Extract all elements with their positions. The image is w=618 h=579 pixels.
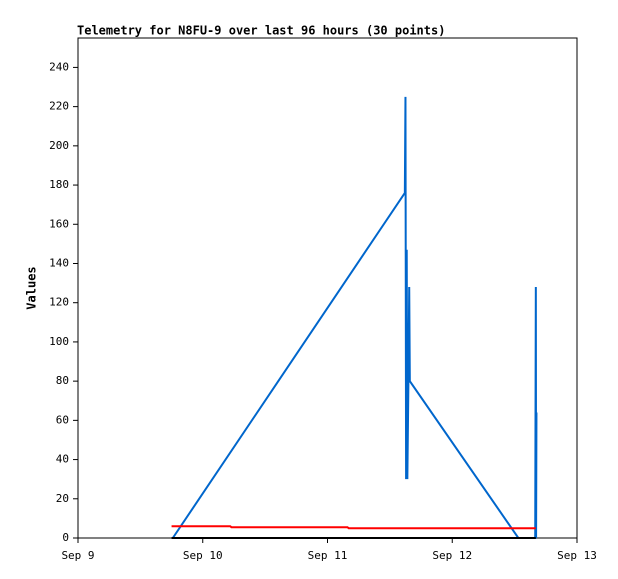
series-line — [171, 525, 536, 530]
x-tick-label: Sep 10 — [183, 549, 223, 562]
plot-frame — [77, 37, 578, 539]
y-tick-label: 60 — [56, 413, 69, 426]
y-tick-label: 0 — [62, 531, 69, 544]
y-axis-label: Values — [25, 266, 39, 309]
y-tick-label: 180 — [49, 178, 69, 191]
series-line — [171, 96, 538, 539]
x-tick-label: Sep 11 — [308, 549, 348, 562]
y-tick-label: 120 — [49, 296, 69, 309]
y-tick-label: 200 — [49, 139, 69, 152]
y-tick-label: 40 — [56, 453, 69, 466]
y-tick-label: 140 — [49, 256, 69, 269]
y-tick-label: 20 — [56, 492, 69, 505]
y-tick-label: 100 — [49, 335, 69, 348]
y-tick-label: 160 — [49, 217, 69, 230]
x-tick-label: Sep 12 — [432, 549, 472, 562]
y-tick-label: 80 — [56, 374, 69, 387]
x-tick-label: Sep 13 — [557, 549, 597, 562]
x-tick-label: Sep 9 — [61, 549, 94, 562]
y-tick-label: 240 — [49, 60, 69, 73]
y-tick-label: 220 — [49, 100, 69, 113]
chart-title: Telemetry for N8FU-9 over last 96 hours … — [77, 24, 445, 38]
